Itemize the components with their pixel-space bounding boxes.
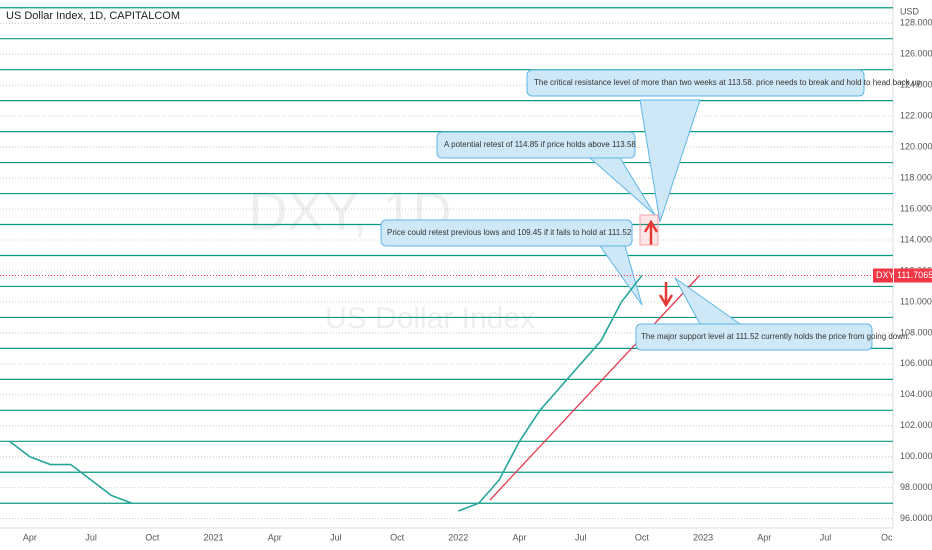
annotation: The critical resistance level of more th… [534,78,921,87]
x-tick-label: Jul [330,532,342,542]
x-tick-label: Jul [575,532,587,542]
x-tick-label: Oct [390,532,405,542]
y-tick-label: 122.0000 [900,111,932,121]
x-tick-label: Oc [881,532,893,542]
annotation: The major support level at 111.52 curren… [641,332,910,341]
x-tick-label: 2021 [203,532,223,542]
y-tick-label: 100.0000 [900,451,932,461]
x-tick-label: Apr [23,532,37,542]
y-tick-label: 96.0000 [900,513,932,523]
annotations: The critical resistance level of more th… [380,69,921,351]
annotation: Price could retest previous lows and 109… [387,228,632,237]
y-tick-label: 126.0000 [900,49,932,59]
x-tick-label: Apr [512,532,526,542]
currency: USD [900,6,920,16]
y-tick-label: 98.0000 [900,482,932,492]
x-tick-label: 2023 [693,532,713,542]
callout [436,131,636,159]
y-tick-label: 120.0000 [900,141,932,151]
x-tick-label: Oct [635,532,650,542]
price-tag [873,268,893,283]
x-tick-label: Jul [85,532,97,542]
callout-tail [588,157,656,216]
x-tick-label: Apr [757,532,771,542]
watermark: US Dollar Index [325,302,535,335]
arrow-down [658,282,674,308]
trend-line [489,274,701,501]
y-tick-label: 106.0000 [900,358,932,368]
arrow-up [643,219,659,245]
y-tick-label: 124.0000 [900,80,932,90]
x-tick-label: Oct [145,532,160,542]
callout [526,69,865,97]
y-tick-label: 104.0000 [900,389,932,399]
callout [635,323,873,351]
price-tag [894,268,932,283]
x-tick-label: Jul [820,532,832,542]
price-line [9,275,643,512]
price-tag-value: 111.7065 [897,270,932,280]
zone [639,214,659,246]
x-tick-label: Apr [268,532,282,542]
callout [380,219,633,247]
y-tick-label: 110.0000 [900,296,932,306]
callout-tail [639,99,701,223]
y-tick-label: 102.0000 [900,420,932,430]
y-tick-label: 108.0000 [900,327,932,337]
y-tick-label: 128.0000 [900,18,932,28]
x-tick-label: 2022 [448,532,468,542]
price-tag-symbol: DXY [876,270,895,280]
annotation: A potential retest of 114.85 if price ho… [444,140,636,149]
y-tick-label: 114.0000 [900,234,932,244]
y-tick-label: 118.0000 [900,172,932,182]
chart-title: US Dollar Index, 1D, CAPITALCOM [6,10,180,22]
y-tick-label: 116.0000 [900,203,932,213]
